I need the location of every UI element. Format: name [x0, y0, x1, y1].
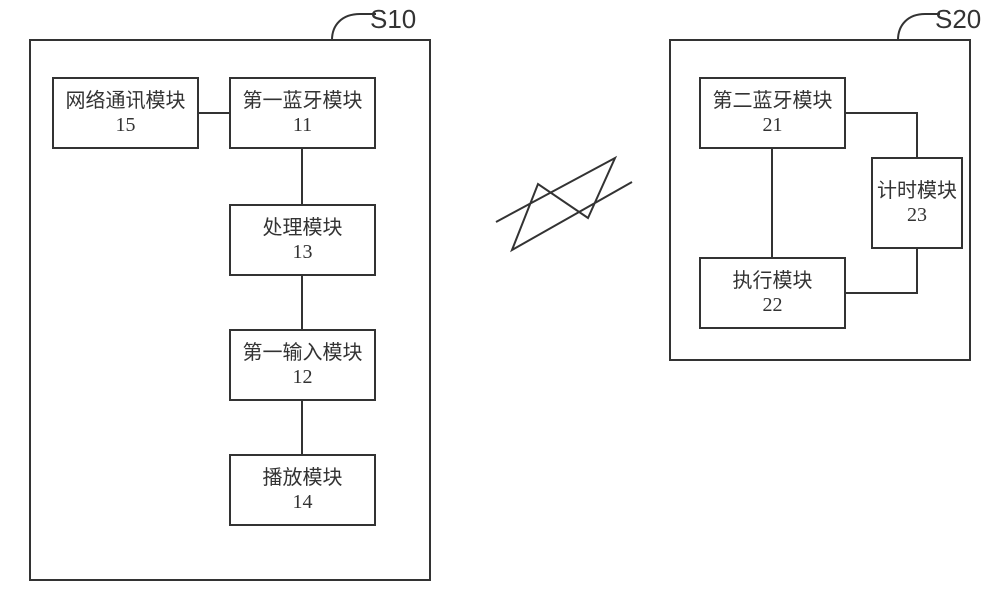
node-timer-label: 计时模块: [877, 179, 957, 202]
node-bt1-label: 第一蓝牙模块: [243, 89, 363, 112]
node-play-box: [230, 455, 375, 525]
node-net-num: 15: [116, 114, 136, 136]
node-play: 播放模块14: [230, 455, 375, 525]
node-bt1: 第一蓝牙模块11: [230, 78, 375, 148]
node-proc: 处理模块13: [230, 205, 375, 275]
node-play-num: 14: [293, 491, 313, 513]
node-timer-num: 23: [907, 204, 927, 226]
node-proc-label: 处理模块: [263, 216, 343, 239]
node-exec: 执行模块22: [700, 258, 845, 328]
node-input-box: [230, 330, 375, 400]
edge-s20-1: [845, 113, 917, 158]
module-s20: S20 第二蓝牙模块21 计时模块23 执行模块22: [670, 4, 981, 360]
node-bt2-box: [700, 78, 845, 148]
edge-s20-2: [845, 248, 917, 293]
node-exec-label: 执行模块: [733, 269, 813, 292]
wireless-icon: [496, 158, 632, 250]
node-play-label: 播放模块: [263, 466, 343, 489]
module-s10: S10 网络通讯模块15 第一蓝牙模块11 处理模块13 第一输入模块12 播放模块14: [30, 4, 430, 580]
module-s10-label: S10: [370, 4, 416, 34]
node-timer-box: [872, 158, 962, 248]
node-net: 网络通讯模块15: [53, 78, 198, 148]
node-net-label: 网络通讯模块: [66, 89, 186, 112]
node-proc-box: [230, 205, 375, 275]
node-bt2-label: 第二蓝牙模块: [713, 89, 833, 112]
node-bt1-box: [230, 78, 375, 148]
node-net-box: [53, 78, 198, 148]
node-timer: 计时模块23: [872, 158, 962, 248]
node-input-num: 12: [293, 366, 313, 388]
node-exec-box: [700, 258, 845, 328]
node-proc-num: 13: [293, 241, 313, 263]
node-exec-num: 22: [763, 294, 783, 316]
node-input-label: 第一输入模块: [243, 341, 363, 364]
module-s20-label: S20: [935, 4, 981, 34]
module-s20-bracket: [898, 14, 940, 40]
node-input: 第一输入模块12: [230, 330, 375, 400]
node-bt1-num: 11: [293, 114, 312, 136]
node-bt2-num: 21: [763, 114, 783, 136]
node-bt2: 第二蓝牙模块21: [700, 78, 845, 148]
